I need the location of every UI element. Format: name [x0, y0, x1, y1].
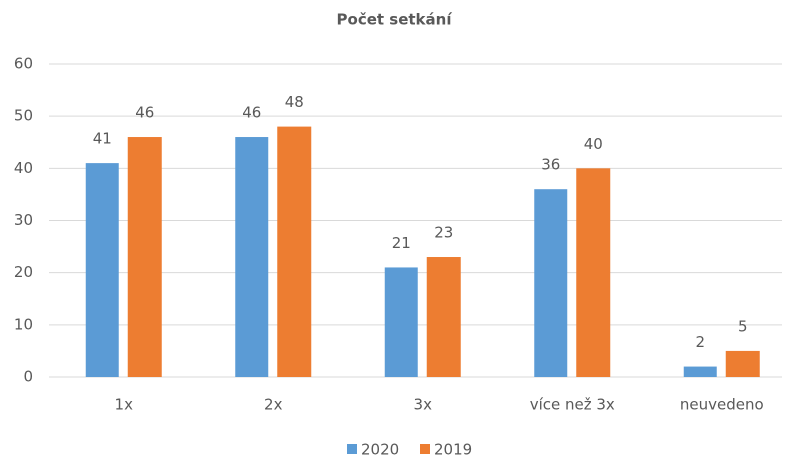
legend-label: 2019: [434, 441, 472, 458]
x-tick-label: neuvedeno: [680, 396, 764, 414]
legend-swatch: [420, 444, 430, 454]
bar: [534, 189, 568, 377]
data-label: 48: [285, 93, 304, 111]
x-tick-label: 3x: [414, 396, 433, 414]
bar: [683, 366, 717, 377]
bar: [725, 350, 760, 377]
bar: [576, 168, 611, 377]
data-label: 5: [738, 317, 748, 335]
data-label: 40: [584, 135, 603, 153]
data-label: 2: [695, 333, 705, 351]
data-label: 41: [93, 130, 112, 148]
data-label: 46: [242, 104, 261, 122]
chart-title: Počet setkání: [337, 11, 453, 29]
y-tick-label: 50: [14, 107, 33, 125]
bar: [277, 126, 312, 377]
legend-label: 2020: [361, 441, 399, 458]
data-label: 46: [135, 104, 154, 122]
bar: [235, 137, 269, 377]
data-label: 21: [392, 234, 411, 252]
bar: [127, 137, 162, 377]
bar: [85, 163, 119, 377]
x-tick-label: více než 3x: [530, 396, 615, 414]
y-tick-label: 40: [14, 159, 33, 177]
y-tick-label: 60: [14, 55, 33, 73]
bar: [384, 267, 418, 377]
y-tick-label: 10: [14, 315, 33, 333]
y-tick-label: 30: [14, 211, 33, 229]
y-tick-label: 20: [14, 263, 33, 281]
bar: [426, 257, 461, 377]
x-tick-label: 2x: [264, 396, 283, 414]
data-label: 23: [434, 224, 453, 242]
legend-swatch: [347, 444, 357, 454]
x-tick-label: 1x: [115, 396, 134, 414]
data-label: 36: [541, 156, 560, 174]
y-tick-label: 0: [23, 368, 33, 386]
